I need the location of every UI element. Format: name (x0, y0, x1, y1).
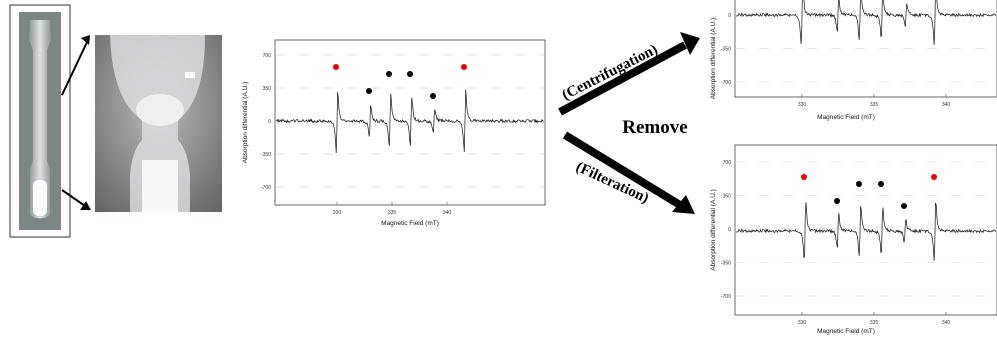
y-tick-label: -350 (261, 152, 271, 158)
arrow-head (672, 195, 695, 214)
peak-dot (801, 174, 807, 180)
peak-dot (430, 93, 436, 99)
peak-dot (461, 64, 467, 70)
y-tick-label: -700 (721, 80, 731, 86)
peak-dot (333, 64, 339, 70)
peak-dot (834, 198, 840, 204)
x-tick-label: 340 (443, 210, 452, 216)
zoom-line (61, 39, 89, 96)
x-tick-label: 340 (942, 320, 951, 326)
plot-frame (734, 0, 997, 98)
x-tick-label: 330 (798, 102, 807, 108)
zoom-photo (95, 35, 222, 212)
x-axis-label: Magnetic Field (mT) (381, 220, 439, 227)
spectrum-panel: 700 350 0 -350 -700 330 335 340 Magnetic Field (… (242, 39, 546, 227)
peak-dot (856, 181, 862, 187)
y-tick-label: -350 (721, 261, 731, 267)
x-tick-label: 340 (942, 102, 951, 108)
peak-dot (931, 174, 937, 180)
spectrum-line (275, 89, 544, 154)
x-axis-label: Magnetic Field (mT) (817, 114, 875, 121)
arrow-head (81, 35, 90, 45)
tube-photo (9, 4, 71, 238)
y-tick-label: 700 (263, 53, 272, 59)
x-tick-label: 335 (870, 102, 879, 108)
y-tick-label: -350 (721, 47, 731, 53)
arrow (558, 41, 687, 116)
y-axis-label: Absorption differential (A.U.) (242, 82, 249, 164)
peak-dot (386, 71, 392, 77)
y-axis-label: Absorption differential (A.U.) (710, 189, 717, 271)
y-tick-label: 700 (723, 160, 732, 166)
peak-dot (901, 203, 907, 209)
x-tick-label: 335 (870, 320, 879, 326)
x-tick-label: 330 (333, 210, 342, 216)
peak-dot (407, 71, 413, 77)
arrow-head (680, 32, 700, 55)
x-tick-label: 330 (798, 320, 807, 326)
peak-dot (878, 181, 884, 187)
center-label: Remove (622, 117, 687, 138)
arrow-label: (Centrifugation) (560, 42, 661, 104)
y-tick-label: 350 (263, 86, 272, 92)
y-tick-label: 0 (728, 13, 731, 19)
plot-frame (734, 144, 997, 316)
y-axis-label: Absorption differential (A.U.) (710, 18, 717, 100)
spectrum-panel: 700 350 0 -350 -700 330 335 340 Magnetic Field (… (710, 144, 997, 335)
spectrum-line (735, 202, 997, 261)
x-axis-label: Magnetic Field (mT) (817, 328, 875, 335)
y-tick-label: 350 (723, 194, 732, 200)
y-tick-label: 0 (728, 227, 731, 233)
arrow (562, 131, 683, 209)
peak-dot (366, 88, 372, 94)
arrow-head (80, 201, 91, 210)
plot-frame (274, 39, 546, 206)
y-tick-label: -700 (721, 294, 731, 300)
y-tick-label: -700 (261, 185, 271, 191)
spectrum-panel: 0 -350 -700 330 335 340 Magnetic Field (mT) Abs… (710, 0, 997, 121)
spectrum-line (735, 0, 997, 45)
y-tick-label: 0 (268, 119, 271, 125)
x-tick-label: 335 (388, 210, 397, 216)
